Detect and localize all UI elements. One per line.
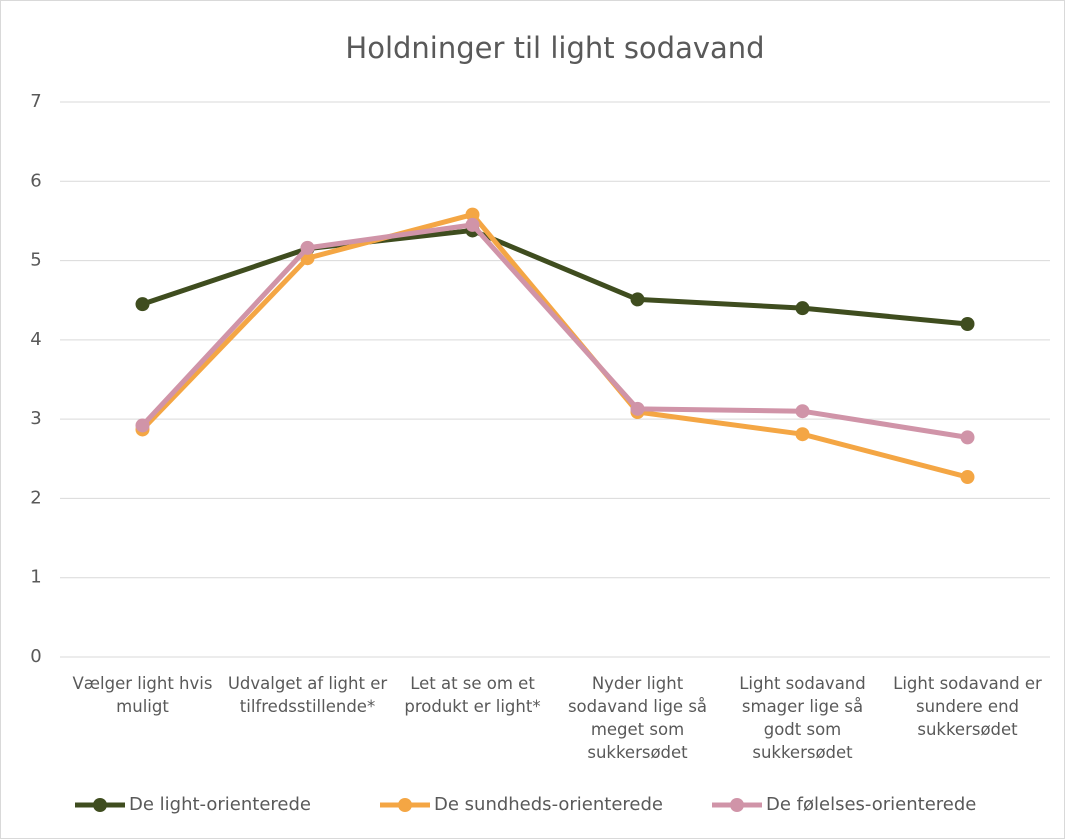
x-tick-label: Vælger light hvis muligt: [72, 674, 213, 716]
legend-label: De light-orienterede: [129, 794, 311, 815]
legend-label: De følelses-orienterede: [766, 794, 976, 815]
x-tick-label: Light sodavand smager lige så godt som s…: [739, 674, 866, 762]
point: [465, 207, 480, 222]
x-tick-label: Let at se om et produkt er light*: [404, 674, 541, 716]
y-tick-label: 3: [30, 408, 41, 429]
legend-label: De sundheds-orienterede: [434, 794, 663, 815]
chart-title: Holdninger til light sodavand: [345, 31, 764, 65]
point: [630, 401, 645, 416]
point: [630, 292, 645, 307]
point: [960, 470, 975, 485]
point: [960, 430, 975, 445]
x-tick-label: Light sodavand er sundere end sukkersøde…: [893, 674, 1042, 739]
x-tick-label: Nyder light sodavand lige så meget som s…: [567, 674, 708, 762]
point: [135, 297, 150, 312]
point: [300, 240, 315, 255]
line: [141, 227, 968, 327]
point: [465, 217, 480, 232]
point: [795, 427, 810, 442]
y-tick-label: 1: [30, 567, 41, 588]
x-tick-label: Udvalget af light er tilfredsstillende*: [227, 674, 388, 716]
y-tick-label: 5: [30, 250, 41, 271]
y-tick-label: 2: [30, 487, 41, 508]
point: [960, 317, 975, 331]
point: [135, 418, 150, 433]
line: [140, 222, 968, 440]
y-tick-label: 7: [30, 91, 41, 112]
legend-marker: [93, 798, 107, 812]
legend-marker: [730, 798, 744, 812]
point: [795, 301, 810, 316]
point: [795, 404, 810, 419]
y-tick-label: 4: [30, 329, 41, 350]
y-tick-label: 6: [30, 170, 41, 191]
legend-marker: [398, 798, 412, 812]
y-tick-label: 0: [30, 646, 41, 667]
